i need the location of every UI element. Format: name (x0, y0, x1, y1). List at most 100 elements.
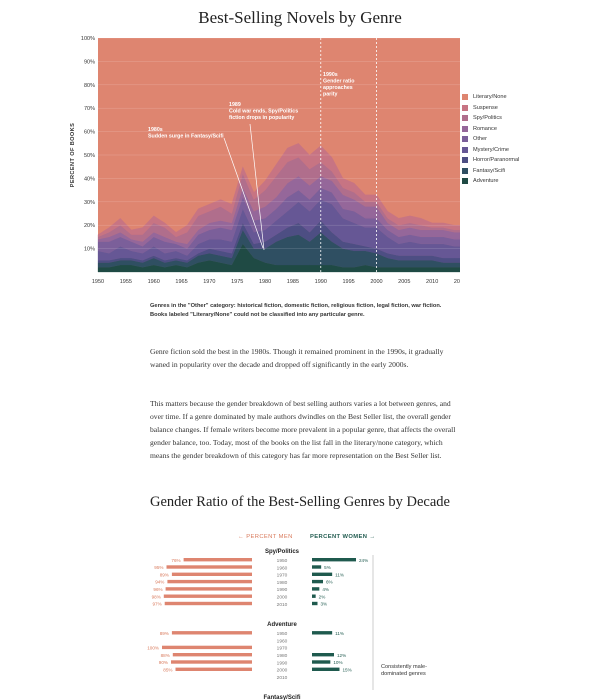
x-tick-label: 1995 (342, 279, 354, 285)
legend-swatch (462, 178, 468, 185)
label-women: 3% (321, 602, 328, 607)
decade-label: 1950 (277, 558, 288, 564)
x-tick-label: 2010 (426, 279, 438, 285)
legend-swatch (462, 157, 468, 164)
legend-label: Spy/Politics (473, 115, 502, 122)
bar-women-spy-politics-1990 (312, 587, 320, 591)
y-tick-label: 80% (84, 83, 95, 89)
label-men: 88% (161, 653, 170, 658)
y-tick-label: 10% (84, 247, 95, 253)
group-title-adventure: Adventure (267, 622, 297, 628)
decade-label: 1970 (277, 646, 288, 652)
decade-label: 1980 (277, 580, 288, 586)
label-men: 89% (160, 572, 169, 577)
y-axis-title: PERCENT OF BOOKS (70, 123, 76, 188)
legend-label: Other (473, 136, 487, 143)
label-men: 76% (171, 558, 180, 563)
group-title-fantasy-scifi: Fantasy/Scifi (263, 695, 300, 700)
label-women: 11% (335, 631, 344, 636)
bar-men-spy-politics-1960 (166, 565, 252, 569)
paragraph-gender-breakdown: This matters because the gender breakdow… (150, 399, 456, 460)
x-tick-label: 1955 (120, 279, 132, 285)
x-tick-label: 2005 (398, 279, 410, 285)
genre-area-chart: 10% 20% 30% 40% 50% 60% 70% 80% 90% 100% PERCENT O… (70, 36, 460, 285)
x-tick-label: 1980 (259, 279, 271, 285)
label-men: 98% (152, 594, 161, 599)
bar-women-spy-politics-1970 (312, 572, 333, 576)
bar-women-spy-politics-1960 (312, 565, 322, 569)
annotation-text: fiction drops in popularity (229, 115, 294, 121)
label-men: 97% (152, 602, 161, 607)
legend-label: Romance (473, 125, 497, 132)
decade-label: 2010 (277, 675, 288, 681)
bar-men-spy-politics-1950 (183, 558, 252, 562)
paragraph-genre-fiction: Genre fiction sold the best in the 1980s… (150, 347, 444, 369)
legend-item-mystery-crime: Mystery/Crime (462, 145, 519, 156)
percent-women-label: PERCENT WOMEN → (310, 534, 376, 540)
percent-men-label: ← PERCENT MEN (238, 534, 293, 540)
group-title-spy-politics: Spy/Politics (265, 549, 300, 555)
annotation-text: 1980s (148, 127, 163, 133)
label-women: 6% (326, 580, 333, 585)
other-category-note: Genres in the "Other" category: historic… (150, 303, 442, 318)
legend-label: Fantasy/Scifi (473, 167, 506, 174)
decade-label: 1970 (277, 573, 288, 579)
y-tick-label: 50% (84, 153, 95, 159)
decade-label: 1990 (277, 660, 288, 666)
decade-label: 1980 (277, 653, 288, 659)
bar-men-adventure-1980 (172, 653, 252, 657)
legend-swatch (462, 136, 468, 143)
y-tick-label: 70% (84, 106, 95, 112)
area-suspense (97, 143, 460, 238)
decade-label: 2010 (277, 602, 288, 608)
genre-legend: Literary/None Suspense Spy/Politics Romance… (462, 92, 519, 187)
legend-swatch (462, 94, 468, 101)
label-men: 90% (159, 660, 168, 665)
label-men: 89% (160, 631, 169, 636)
x-tick-label: 2015 (454, 279, 460, 285)
male-dominated-note: Consistently male-dominated genres (381, 664, 428, 677)
x-tick-label: 1965 (175, 279, 187, 285)
label-men: 85% (163, 667, 172, 672)
bar-women-adventure-1980 (312, 653, 334, 657)
annotation-text: Sudden surge in Fantasy/Scifi (148, 134, 224, 140)
legend-label: Adventure (473, 178, 499, 185)
bar-men-spy-politics-2000 (163, 594, 252, 598)
area-chart-title: Best-Selling Novels by Genre (198, 8, 402, 27)
x-tick-label: 1990 (315, 279, 327, 285)
x-tick-label: 1960 (148, 279, 160, 285)
annotation-text: Cold war ends, Spy/Politics (229, 109, 298, 115)
annotation-leader-line (223, 137, 264, 249)
decade-label: 2000 (277, 595, 288, 601)
label-women: 10% (333, 660, 342, 665)
bar-women-spy-politics-2010 (312, 601, 318, 606)
bar-women-adventure-2000 (312, 667, 340, 671)
annotation-text: parity (323, 92, 337, 98)
decade-label: 2000 (277, 668, 288, 674)
legend-swatch (462, 104, 468, 111)
bar-women-spy-politics-1950 (312, 558, 356, 562)
bar-men-spy-politics-1990 (165, 587, 252, 591)
legend-label: Suspense (473, 104, 498, 111)
bar-men-adventure-1970 (162, 645, 252, 650)
label-women: 11% (335, 572, 344, 577)
legend-item-fantasy-scifi: Fantasy/Scifi (462, 166, 519, 177)
annotation-text: 1989 (229, 102, 241, 108)
bar-men-spy-politics-2010 (164, 601, 252, 606)
decade-label: 1960 (277, 638, 288, 644)
annotation-text: approaches (323, 85, 353, 91)
x-tick-label: 1950 (92, 279, 104, 285)
legend-swatch (462, 146, 468, 153)
bar-men-spy-politics-1980 (167, 579, 252, 584)
legend-item-other: Other (462, 134, 519, 145)
bar-women-adventure-1950 (312, 631, 333, 635)
decade-label: 1990 (277, 587, 288, 593)
legend-label: Mystery/Crime (473, 146, 510, 153)
label-women: 5% (324, 565, 331, 570)
y-tick-label: 40% (84, 176, 95, 182)
x-tick-label: 1975 (231, 279, 243, 285)
bar-men-adventure-2000 (175, 667, 252, 671)
label-men: 100% (147, 646, 159, 651)
